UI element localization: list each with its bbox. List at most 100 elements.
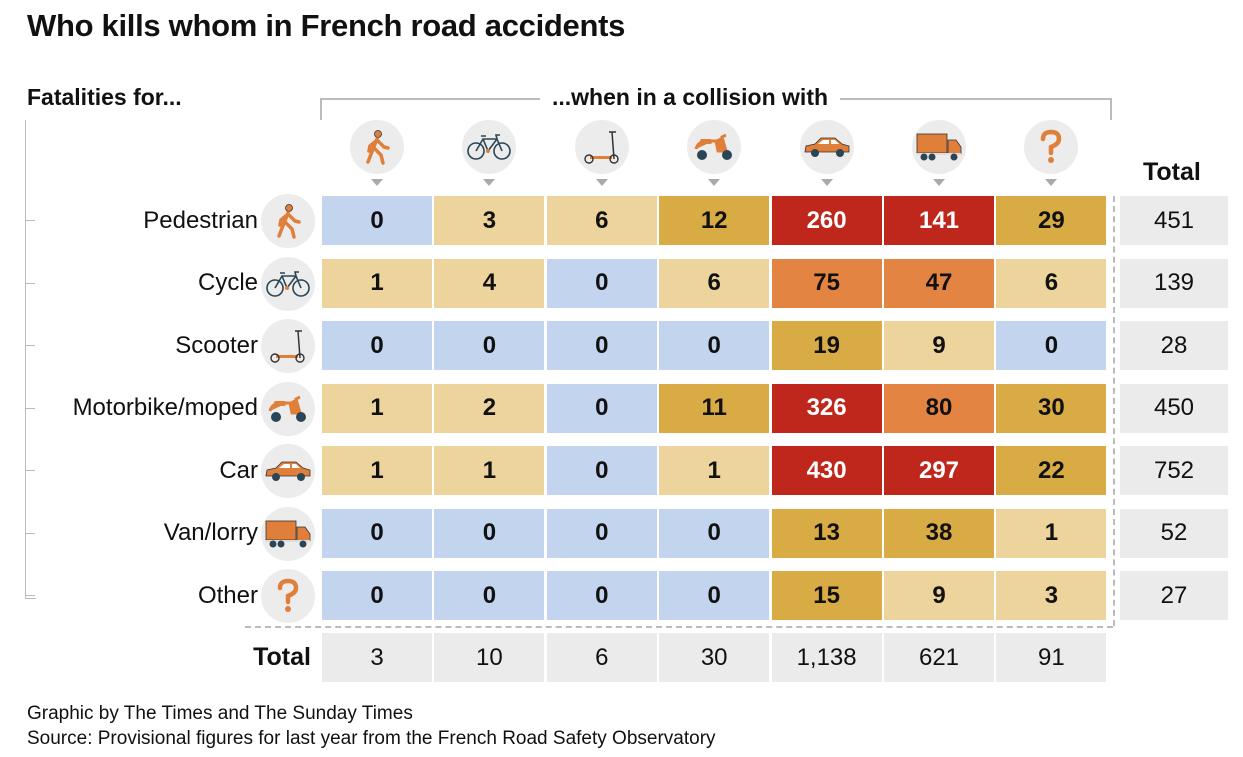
heatmap-cell: 0	[322, 196, 432, 245]
heatmap-cell: 0	[546, 508, 657, 558]
heatmap-cell: 9	[884, 571, 994, 620]
row-total: 450	[1120, 383, 1228, 433]
column-pointer	[483, 179, 496, 186]
heatmap-cell: 6	[659, 258, 770, 308]
heatmap-cell: 0	[546, 258, 657, 308]
heatmap-cell: 19	[771, 321, 882, 370]
heatmap-cell: 6	[996, 258, 1107, 308]
total-row-divider	[245, 626, 1113, 628]
heatmap-cell: 260	[771, 196, 882, 245]
heatmap-cell: 80	[884, 383, 994, 433]
heatmap-cell: 30	[996, 383, 1107, 433]
heatmap-cell: 3	[434, 196, 545, 245]
row-tick	[25, 407, 35, 409]
heatmap-cell: 1	[322, 383, 432, 433]
moped-icon	[268, 395, 306, 422]
heatmap-cell: 0	[659, 321, 770, 370]
heatmap-cell: 0	[434, 508, 545, 558]
heatmap-cell: 0	[546, 321, 657, 370]
row-total: 752	[1120, 446, 1228, 495]
total-column-header: Total	[1143, 158, 1201, 186]
heatmap-cell: 0	[546, 383, 657, 433]
column-icon-other	[1024, 120, 1079, 174]
row-icon-car	[261, 444, 315, 498]
column-pointer	[820, 179, 833, 186]
heatmap-cell: 0	[659, 508, 770, 558]
column-total: 1,138	[771, 633, 882, 682]
heatmap-cell: 0	[546, 446, 657, 495]
heatmap-cell: 15	[771, 571, 882, 620]
heatmap-cell: 12	[659, 196, 770, 245]
heatmap-cell: 47	[884, 258, 994, 308]
heatmap-cell: 0	[322, 321, 432, 370]
column-pointer	[933, 179, 945, 186]
column-icon-car	[799, 120, 854, 174]
heatmap-cell: 0	[546, 571, 657, 620]
row-axis-label: Fatalities for...	[27, 84, 182, 110]
row-total: 451	[1120, 196, 1228, 245]
column-pointer	[595, 179, 608, 186]
column-pointer	[371, 179, 383, 186]
question-icon	[277, 578, 299, 612]
row-icon-other	[261, 569, 315, 623]
heatmap-cell: 38	[884, 508, 994, 558]
heatmap-cell: 75	[771, 258, 882, 308]
heatmap-cell: 1	[996, 508, 1107, 558]
column-total: 91	[996, 633, 1107, 682]
row-icon-pedestrian	[261, 194, 315, 248]
heatmap-cell: 22	[996, 446, 1107, 495]
column-icon-pedestrian	[350, 120, 404, 174]
heatmap-cell: 0	[659, 571, 770, 620]
heatmap-cell: 0	[434, 321, 545, 370]
bicycle-icon	[467, 134, 512, 160]
lorry-icon	[916, 133, 962, 161]
row-total: 27	[1120, 571, 1228, 620]
column-total: 10	[434, 633, 545, 682]
heatmap-cell: 13	[771, 508, 882, 558]
row-label: Scooter	[175, 331, 258, 359]
credit-text: Graphic by The Times and The Sunday Time…	[27, 703, 413, 724]
heatmap-cell: 141	[884, 196, 994, 245]
scooter-icon	[270, 330, 305, 363]
row-tick	[25, 220, 35, 221]
heatmap-cell: 0	[322, 508, 432, 558]
heatmap-cell: 0	[996, 321, 1107, 370]
lorry-icon	[265, 520, 311, 547]
heatmap-cell: 1	[434, 446, 545, 495]
pedestrian-icon	[366, 130, 390, 165]
row-icon-motorbike-moped	[261, 381, 315, 436]
row-tick	[25, 532, 35, 534]
heatmap-cell: 11	[659, 383, 770, 433]
column-icon-cycle	[462, 120, 517, 174]
row-tick	[25, 345, 35, 346]
row-tick	[25, 282, 35, 284]
car-icon	[804, 137, 849, 157]
bicycle-icon	[266, 270, 310, 297]
heatmap-cell: 6	[546, 196, 657, 245]
row-icon-scooter	[261, 319, 315, 373]
heatmap-cell: 3	[996, 571, 1107, 620]
column-icon-van-lorry	[912, 120, 966, 174]
row-icon-cycle	[261, 256, 315, 311]
chart-title: Who kills whom in French road accidents	[27, 8, 626, 43]
heatmap-cell: 2	[434, 383, 545, 433]
heatmap-cell: 1	[659, 446, 770, 495]
heatmap-cell: 0	[322, 571, 432, 620]
column-total: 3	[322, 633, 432, 682]
source-text: Source: Provisional figures for last yea…	[27, 728, 716, 749]
column-icon-motorbike-moped	[687, 120, 742, 174]
row-label: Pedestrian	[143, 206, 258, 234]
row-total: 28	[1120, 321, 1228, 370]
scooter-icon	[584, 131, 619, 164]
heatmap-cell: 0	[434, 571, 545, 620]
pedestrian-icon	[277, 204, 301, 239]
heatmap-cell: 1	[322, 446, 432, 495]
row-tick	[25, 595, 35, 596]
question-icon	[1041, 129, 1062, 163]
heatmap-cell: 297	[884, 446, 994, 495]
total-row-header: Total	[253, 643, 311, 671]
row-label: Car	[219, 456, 258, 484]
column-axis-label: ...when in a collision with	[540, 84, 841, 111]
heatmap-cell: 326	[771, 383, 882, 433]
heatmap-cell: 430	[771, 446, 882, 495]
